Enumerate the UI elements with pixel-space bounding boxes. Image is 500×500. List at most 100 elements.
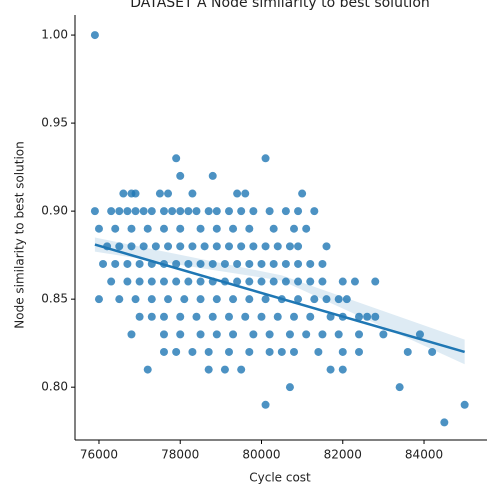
point (135, 277, 144, 286)
point (273, 312, 282, 321)
point (241, 189, 250, 198)
point (180, 295, 189, 304)
point (172, 259, 181, 268)
point (233, 189, 242, 198)
x-tick-label: 82000 (324, 448, 362, 462)
point (143, 224, 152, 233)
point (208, 312, 217, 321)
y-tick-label: 0.95 (41, 116, 68, 130)
point (172, 277, 181, 286)
point (428, 347, 437, 356)
point (208, 259, 217, 268)
point (233, 259, 242, 268)
point (184, 277, 193, 286)
regression-line (94, 243, 466, 354)
point (119, 189, 128, 198)
point (355, 312, 364, 321)
point (147, 277, 156, 286)
point (159, 330, 168, 339)
point (159, 207, 168, 216)
point (322, 295, 331, 304)
point (306, 259, 315, 268)
point (403, 347, 412, 356)
point (212, 207, 221, 216)
point (123, 207, 132, 216)
point (294, 277, 303, 286)
point (342, 295, 351, 304)
point (220, 365, 229, 374)
point (285, 330, 294, 339)
point (257, 277, 266, 286)
point (261, 154, 270, 163)
point (294, 242, 303, 251)
point (147, 295, 156, 304)
point (265, 347, 274, 356)
point (127, 224, 136, 233)
point (350, 277, 359, 286)
point (355, 347, 364, 356)
point (139, 242, 148, 251)
point (302, 330, 311, 339)
point (208, 171, 217, 180)
point (196, 295, 205, 304)
point (143, 365, 152, 374)
point (147, 312, 156, 321)
point (176, 312, 185, 321)
point (176, 224, 185, 233)
point (131, 295, 140, 304)
point (285, 242, 294, 251)
y-tick-label: 1.00 (41, 28, 68, 42)
point (192, 312, 201, 321)
point (257, 259, 266, 268)
point (290, 312, 299, 321)
point (281, 207, 290, 216)
point (135, 259, 144, 268)
point (176, 207, 185, 216)
point (115, 242, 124, 251)
point (90, 207, 99, 216)
x-tick-label: 80000 (242, 448, 280, 462)
point (200, 242, 209, 251)
x-tick-label: 78000 (161, 448, 199, 462)
point (94, 224, 103, 233)
point (249, 330, 258, 339)
point (229, 295, 238, 304)
point (111, 224, 120, 233)
point (164, 242, 173, 251)
point (196, 330, 205, 339)
point (188, 189, 197, 198)
point (290, 347, 299, 356)
point (334, 295, 343, 304)
point (220, 259, 229, 268)
point (241, 312, 250, 321)
point (172, 347, 181, 356)
point (261, 242, 270, 251)
point (111, 259, 120, 268)
point (229, 224, 238, 233)
point (318, 330, 327, 339)
point (192, 207, 201, 216)
point (269, 224, 278, 233)
point (233, 277, 242, 286)
point (176, 330, 185, 339)
y-tick-label: 0.90 (41, 204, 68, 218)
point (261, 295, 270, 304)
point (147, 207, 156, 216)
point (90, 31, 99, 40)
point (237, 242, 246, 251)
plot-area (90, 31, 469, 427)
point (310, 207, 319, 216)
point (245, 259, 254, 268)
point (285, 383, 294, 392)
point (224, 347, 233, 356)
point (371, 277, 380, 286)
point (188, 242, 197, 251)
point (338, 347, 347, 356)
point (115, 295, 124, 304)
point (314, 347, 323, 356)
point (290, 224, 299, 233)
point (326, 365, 335, 374)
point (310, 295, 319, 304)
point (273, 242, 282, 251)
